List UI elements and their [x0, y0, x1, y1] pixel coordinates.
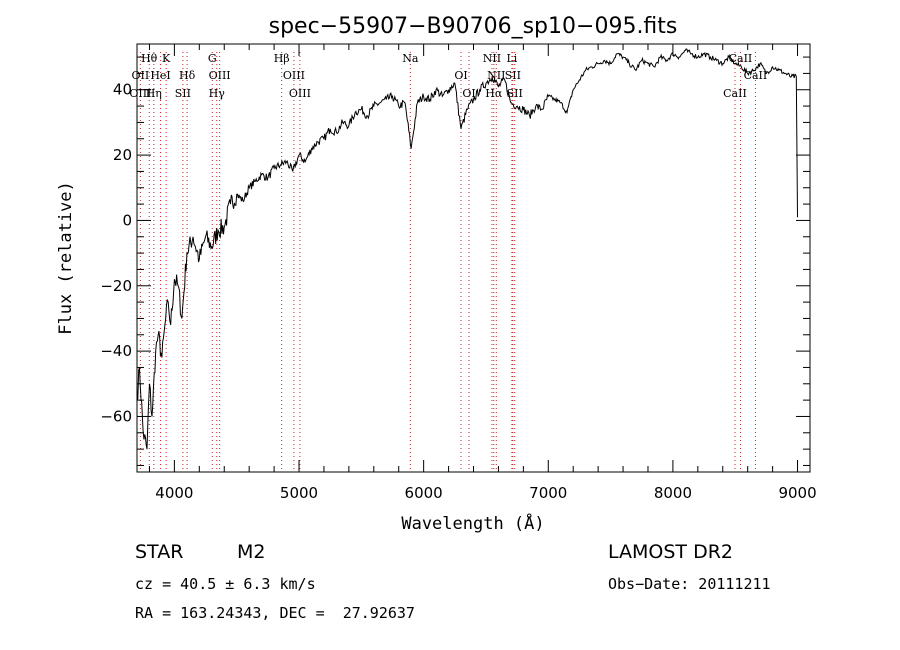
x-tick-label: 6000: [405, 484, 443, 502]
line-label: OIII: [283, 69, 305, 82]
line-label: Hη: [146, 87, 162, 100]
plot-frame: [136, 43, 811, 473]
line-label: G: [208, 52, 217, 65]
line-label: Hθ: [141, 52, 158, 65]
survey-name: LAMOST DR2: [608, 541, 733, 563]
x-axis-label: Wavelength (Å): [401, 512, 544, 534]
line-label: OII: [132, 69, 150, 82]
line-label: SII: [505, 69, 521, 82]
x-tick-label: 4000: [155, 484, 193, 502]
line-label: CaII: [729, 52, 753, 65]
axis-ticks: [137, 44, 810, 472]
y-tick-label: 0: [122, 211, 132, 229]
y-tick-label: 20: [113, 146, 132, 164]
x-tick-label: 9000: [778, 484, 816, 502]
x-tick-label: 7000: [529, 484, 567, 502]
y-tick-label: 40: [113, 81, 132, 99]
x-tick-labels: 4000 5000 6000 7000 8000 9000: [155, 484, 816, 502]
line-label: Hα: [485, 87, 503, 100]
line-label: Hγ: [209, 87, 226, 100]
line-label: Na: [402, 52, 419, 65]
x-tick-label: 5000: [280, 484, 318, 502]
object-type: STAR: [135, 541, 184, 563]
y-tick-label: −20: [100, 277, 132, 295]
spectrum-line: [136, 48, 798, 450]
line-markers: [139, 52, 756, 472]
line-label: Hδ: [179, 69, 196, 82]
chart-title: spec−55907−B90706_sp10−095.fits: [269, 14, 678, 39]
line-label: OIII: [129, 87, 151, 100]
line-label: Li: [506, 52, 517, 65]
line-label: OIII: [289, 87, 311, 100]
y-tick-label: −40: [100, 342, 132, 360]
y-tick-label: −60: [100, 407, 132, 425]
line-label: SII: [507, 87, 523, 100]
y-tick-labels: −60 −40 −20 0 20 40: [100, 81, 132, 426]
coordinates: RA = 163.24343, DEC = 27.92637: [135, 604, 415, 622]
redshift-text: cz = 40.5 ± 6.3 km/s: [135, 575, 316, 593]
line-label: OI: [454, 69, 467, 82]
obs-date: Obs−Date: 20111211: [608, 575, 771, 593]
line-label: SII: [175, 87, 191, 100]
line-label: Hβ: [274, 52, 290, 65]
line-label: K: [162, 52, 171, 65]
y-axis-label: Flux (relative): [56, 181, 76, 335]
object-subclass: M2: [237, 541, 266, 563]
line-label: CaII: [723, 87, 747, 100]
x-tick-label: 8000: [654, 484, 692, 502]
line-label: NII: [483, 52, 501, 65]
line-label: HeI: [150, 69, 170, 82]
line-label: OI: [462, 87, 475, 100]
line-label: OIII: [209, 69, 231, 82]
